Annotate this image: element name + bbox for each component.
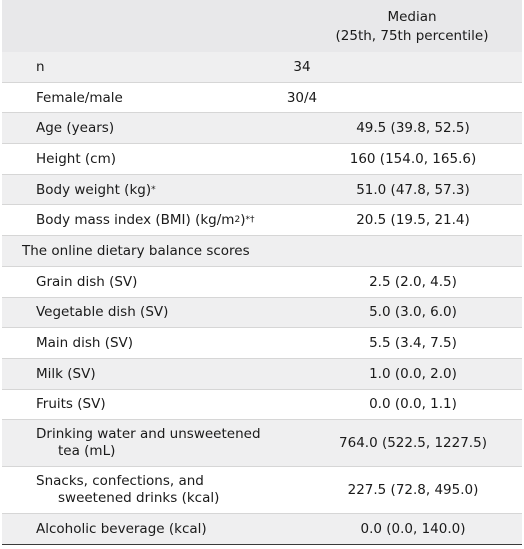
- table-row-weight: Body weight (kg) * 51.0 (47.8, 57.3): [2, 174, 522, 206]
- label-text: Body weight (kg): [36, 181, 152, 198]
- header-median: Median: [387, 9, 437, 25]
- table-row-n: n 34: [2, 52, 522, 83]
- table-row-height: Height (cm) 160 (154.0, 165.6): [2, 144, 522, 175]
- table-row-main: Main dish (SV) 5.5 (3.4, 7.5): [2, 328, 522, 359]
- table-row-vegetable: Vegetable dish (SV) 5.0 (3.0, 6.0): [2, 297, 522, 329]
- row-value: 49.5 (39.8, 52.5): [356, 120, 470, 137]
- row-value: 51.0 (47.8, 57.3): [356, 181, 470, 198]
- row-label: Body weight (kg) *: [36, 181, 156, 198]
- row-count: 30/4: [286, 89, 318, 106]
- table-row-sex: Female/male 30/4: [2, 83, 522, 114]
- header-percentile: (25th, 75th percentile): [335, 28, 489, 44]
- label-text: Body mass index (BMI) (kg/m: [36, 212, 235, 229]
- label-text-end: ): [240, 212, 246, 229]
- row-label: Age (years): [36, 120, 115, 137]
- row-label: Body mass index (BMI) (kg/m 2) *†: [36, 212, 255, 229]
- row-value: 5.0 (3.0, 6.0): [369, 304, 457, 321]
- table-row-alcohol: Alcoholic beverage (kcal) 0.0 (0.0, 140.…: [2, 514, 522, 545]
- table-row-grain: Grain dish (SV) 2.5 (2.0, 4.5): [2, 267, 522, 298]
- row-label: Snacks, confections, and sweetened drink…: [36, 467, 286, 513]
- row-label: Alcoholic beverage (kcal): [36, 521, 207, 538]
- row-value: 0.0 (0.0, 140.0): [360, 521, 466, 538]
- table-row-bmi: Body mass index (BMI) (kg/m 2) *† 20.5 (19…: [2, 205, 522, 237]
- row-label: Vegetable dish (SV): [36, 304, 169, 321]
- row-label: Grain dish (SV): [36, 273, 138, 290]
- row-label: n: [36, 58, 45, 75]
- table-row-milk: Milk (SV) 1.0 (0.0, 2.0): [2, 358, 522, 390]
- table-row-age: Age (years) 49.5 (39.8, 52.5): [2, 113, 522, 145]
- row-count: 34: [293, 58, 311, 75]
- row-label: Female/male: [36, 89, 123, 106]
- table-row-water: Drinking water and unsweetened tea (mL) …: [2, 420, 522, 468]
- table-body: n 34 Female/male 30/4 Age (years) 49.5 (…: [2, 52, 522, 545]
- label-line-2: tea (mL): [58, 443, 116, 460]
- row-label: Height (cm): [36, 150, 117, 167]
- table-header: Median (25th, 75th percentile): [2, 0, 522, 53]
- label-line-1: Drinking water and unsweetened: [36, 426, 261, 443]
- table-row-section: The online dietary balance scores: [2, 236, 522, 267]
- table-row-fruits: Fruits (SV) 0.0 (0.0, 1.1): [2, 390, 522, 421]
- row-label: Drinking water and unsweetened tea (mL): [36, 420, 286, 466]
- row-value: 2.5 (2.0, 4.5): [369, 273, 457, 290]
- row-label: Milk (SV): [36, 365, 96, 382]
- row-value: 20.5 (19.5, 21.4): [356, 212, 470, 229]
- row-label: Main dish (SV): [36, 335, 134, 352]
- row-value: 160 (154.0, 165.6): [349, 150, 477, 167]
- table-row-snacks: Snacks, confections, and sweetened drink…: [2, 467, 522, 515]
- row-label: Fruits (SV): [36, 396, 106, 413]
- row-value: 1.0 (0.0, 2.0): [369, 365, 457, 382]
- label-line-1: Snacks, confections, and: [36, 473, 204, 490]
- section-heading: The online dietary balance scores: [22, 242, 250, 259]
- row-value: 5.5 (3.4, 7.5): [369, 335, 457, 352]
- label-line-2: sweetened drinks (kcal): [58, 490, 220, 507]
- row-value: 764.0 (522.5, 1227.5): [339, 435, 487, 452]
- row-value: 227.5 (72.8, 495.0): [347, 482, 479, 499]
- row-value: 0.0 (0.0, 1.1): [369, 396, 457, 413]
